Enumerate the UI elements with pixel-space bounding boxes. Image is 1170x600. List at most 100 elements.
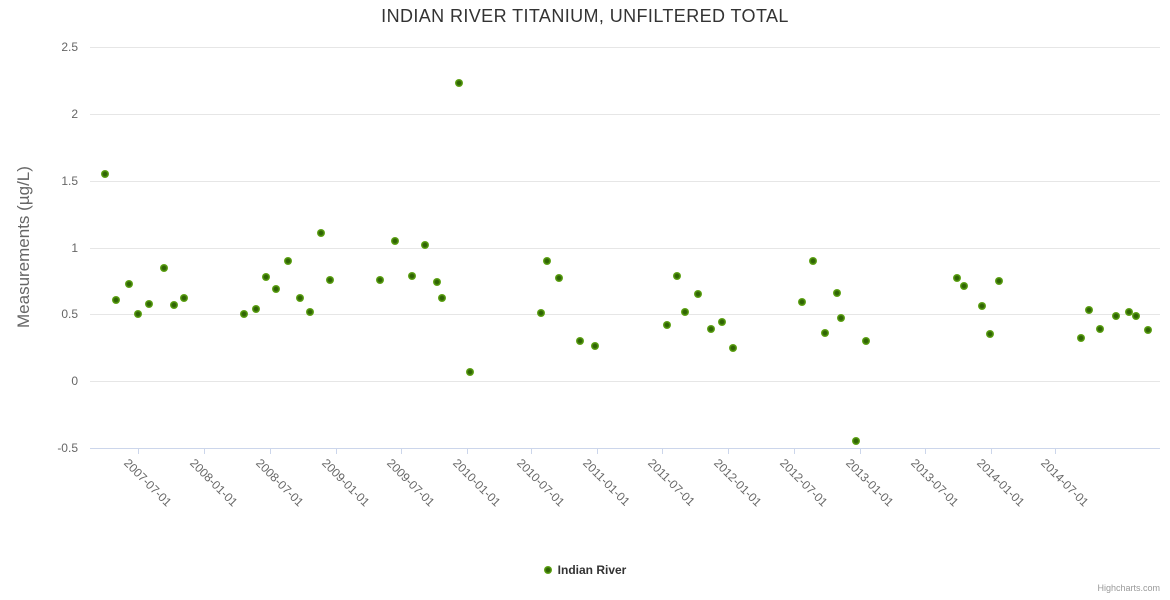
data-point[interactable] [693, 290, 702, 299]
x-tick [1055, 447, 1057, 454]
x-tick-label: 2008-07-01 [252, 455, 307, 509]
data-point[interactable] [836, 314, 845, 323]
data-point[interactable] [798, 298, 807, 307]
data-point[interactable] [261, 272, 270, 281]
data-point[interactable] [111, 295, 120, 304]
data-point[interactable] [576, 336, 585, 345]
data-point[interactable] [717, 318, 726, 327]
data-point[interactable] [170, 300, 179, 309]
legend-series-label: Indian River [557, 563, 627, 577]
data-point[interactable] [543, 256, 552, 265]
data-point[interactable] [408, 271, 416, 280]
data-point[interactable] [953, 274, 962, 283]
data-point[interactable] [326, 275, 335, 284]
data-point[interactable] [1124, 307, 1133, 316]
data-point[interactable] [251, 304, 260, 313]
x-tick-label: 2011-07-01 [645, 455, 699, 509]
x-tick-label: 2012-01-01 [711, 455, 765, 509]
data-point[interactable] [995, 276, 1004, 285]
data-point[interactable] [272, 284, 281, 293]
x-tick-label: 2009-01-01 [318, 455, 373, 509]
x-tick [335, 447, 337, 454]
data-point[interactable] [283, 256, 292, 265]
data-point[interactable] [821, 328, 830, 337]
gridline [90, 47, 1160, 49]
data-point[interactable] [1144, 326, 1153, 335]
x-tick [728, 447, 730, 454]
gridline [90, 114, 1160, 115]
data-point[interactable] [465, 367, 474, 376]
x-tick [924, 447, 926, 454]
x-tick [793, 447, 795, 454]
data-point[interactable] [809, 256, 818, 265]
x-tick [990, 447, 992, 454]
x-tick-label: 2011-01-01 [580, 455, 634, 509]
x-tick-label: 2010-01-01 [449, 455, 503, 509]
x-tick [400, 447, 402, 454]
data-point[interactable] [707, 324, 716, 333]
data-point[interactable] [977, 302, 986, 311]
gridline [90, 381, 1160, 382]
data-point[interactable] [591, 342, 600, 351]
x-tick [204, 447, 206, 454]
y-tick-label: 2 [71, 107, 78, 121]
x-tick-label: 2014-01-01 [973, 455, 1027, 509]
data-point[interactable] [672, 271, 681, 280]
data-point[interactable] [100, 170, 109, 179]
legend-marker-icon [543, 566, 552, 574]
y-tick-label: 0 [71, 374, 78, 388]
x-tick [269, 447, 271, 454]
y-tick-label: -0.5 [57, 440, 78, 455]
data-point[interactable] [159, 263, 168, 272]
data-point[interactable] [680, 307, 689, 316]
x-tick-label: 2013-01-01 [842, 455, 897, 509]
data-point[interactable] [861, 336, 870, 345]
y-axis-title: Measurements (µg/L) [14, 166, 33, 329]
data-point[interactable] [1084, 306, 1093, 315]
x-tick [531, 447, 533, 454]
data-point[interactable] [985, 330, 994, 339]
x-tick-label: 2012-07-01 [776, 455, 831, 509]
data-point[interactable] [1077, 334, 1086, 343]
legend-item-indian-river[interactable]: Indian River [0, 563, 1170, 577]
data-point[interactable] [537, 308, 546, 317]
data-point[interactable] [375, 275, 384, 284]
chart-title: INDIAN RIVER TITANIUM, UNFILTERED TOTAL [381, 6, 789, 26]
data-point[interactable] [1132, 311, 1141, 320]
x-tick-label: 2013-07-01 [907, 455, 961, 509]
gridline [90, 180, 1160, 182]
data-point[interactable] [555, 274, 563, 283]
data-point[interactable] [1112, 311, 1120, 320]
data-point[interactable] [421, 240, 430, 249]
x-tick [466, 447, 468, 454]
data-point[interactable] [960, 282, 969, 291]
data-point[interactable] [239, 310, 248, 319]
data-point[interactable] [455, 79, 464, 88]
data-point[interactable] [317, 228, 326, 237]
data-point[interactable] [145, 299, 154, 308]
data-point[interactable] [663, 320, 671, 329]
x-tick-label: 2014-07-01 [1038, 455, 1092, 509]
data-point[interactable] [124, 279, 133, 288]
data-point[interactable] [180, 294, 189, 303]
data-point[interactable] [1095, 324, 1104, 333]
y-tick-label: 1.5 [61, 173, 78, 188]
data-point[interactable] [305, 307, 314, 316]
data-point[interactable] [134, 310, 143, 319]
x-tick [138, 447, 140, 454]
x-tick [597, 447, 599, 454]
data-point[interactable] [295, 294, 304, 303]
data-point[interactable] [433, 278, 442, 287]
gridline [90, 247, 1160, 249]
data-point[interactable] [833, 288, 841, 297]
data-point[interactable] [852, 437, 861, 446]
highcharts-credits-link[interactable]: Highcharts.com [1097, 583, 1160, 593]
data-point[interactable] [391, 236, 400, 245]
data-point[interactable] [728, 343, 737, 352]
x-tick-label: 2007-07-01 [121, 455, 175, 509]
x-tick [662, 447, 664, 454]
y-tick-label: 0.5 [61, 307, 78, 322]
x-tick-label: 2010-07-01 [514, 455, 568, 509]
data-point[interactable] [438, 294, 447, 303]
